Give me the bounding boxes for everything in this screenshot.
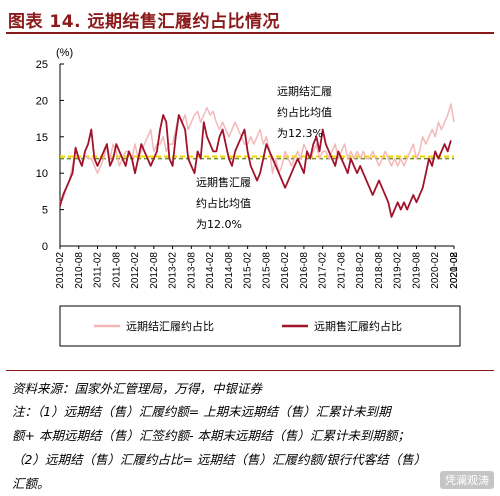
title-bar: 图表 14. 远期结售汇履约占比情况 (6, 6, 494, 34)
footnote-line: 额+ 本期远期结（售）汇签约额- 本期末远期结（售）汇累计未到期额； (12, 428, 410, 443)
annotation-line: 远期结汇履 (277, 85, 332, 98)
y-tick-label: 0 (42, 241, 48, 253)
x-tick-label: 2013-08 (186, 252, 197, 289)
legend-label: 远期结汇履约占比 (126, 319, 214, 333)
series-line-settlement (59, 103, 455, 203)
x-tick-label: 2015-08 (261, 252, 272, 289)
x-tick-label: 2018-02 (355, 252, 366, 289)
y-tick-label: 25 (36, 59, 48, 71)
footnote: 注：（1）远期结（售）汇履约额= 上期末远期结（售）汇累计未到期 额+ 本期远期… (12, 400, 492, 496)
legend: 远期结汇履约占比 远期售汇履约占比 (94, 319, 402, 333)
x-tick-label: 2019-08 (411, 252, 422, 289)
series-line-sales (59, 114, 452, 218)
series-lines (59, 103, 455, 218)
figure-title: 图表 14. 远期结售汇履约占比情况 (8, 12, 280, 32)
annotation-line: 远期售汇履 (196, 175, 251, 189)
x-tick-label: 2016-08 (299, 252, 310, 289)
x-tick-label: 2011-02 (93, 252, 104, 288)
average-lines (60, 155, 454, 160)
source-note: 资料来源：国家外汇管理局，万得，中银证券 (12, 381, 263, 396)
y-tick-label: 5 (42, 205, 48, 217)
y-unit-label: (%) (56, 47, 73, 59)
legend-box (59, 305, 461, 347)
x-tick-label: 2020-08 (449, 252, 460, 289)
axes: (%) 0 5 10 15 20 25 2010-02 2010-08 2011-02 2011-0… (36, 47, 460, 289)
y-tick-label: 15 (36, 132, 48, 144)
annotation-line: 为12.3% (277, 127, 323, 140)
y-tick-label: 10 (36, 168, 48, 180)
annotation-line: 约占比均值 (196, 196, 251, 210)
x-tick-label: 2021-02 (449, 252, 460, 289)
x-tick-label: 2010-02 (55, 252, 66, 289)
x-tick-label: 2013-02 (168, 252, 179, 289)
x-tick-label: 2016-02 (280, 252, 291, 289)
x-tick-label: 2014-08 (224, 252, 235, 289)
x-tick-label: 2017-02 (318, 252, 329, 289)
x-tick-label: 2017-08 (336, 252, 347, 289)
watermark: 凭澜观涛 (440, 471, 494, 489)
y-tick-label: 20 (36, 95, 48, 107)
x-tick-label: 2015-02 (243, 252, 254, 289)
x-tick-label: 2014-02 (205, 252, 216, 289)
footnote-line: 注：（1）远期结（售）汇履约额= 上期末远期结（售）汇累计未到期 (12, 404, 391, 419)
annotation-line: 约占比均值 (277, 105, 332, 119)
divider-top (6, 370, 494, 371)
footnote-line: 汇额。 (12, 476, 50, 491)
x-tick-label: 2012-02 (130, 252, 141, 289)
x-tick-label: 2019-02 (393, 252, 404, 289)
x-tick-label: 2011-08 (111, 252, 122, 288)
annotation-line: 为12.0% (196, 218, 242, 231)
line-chart: (%) 0 5 10 15 20 25 2010-02 2010-08 2011-02 2011-0… (36, 47, 461, 347)
legend-label: 远期售汇履约占比 (314, 319, 402, 333)
x-tick-label: 2012-08 (149, 252, 160, 289)
x-tick-label: 2018-08 (374, 252, 385, 289)
footnote-line: （2）远期结（售）汇履约占比= 远期结（售）汇履约额/银行代客结（售） (12, 452, 427, 467)
x-tick-label: 2020-02 (430, 252, 441, 289)
x-tick-label: 2010-08 (74, 252, 85, 289)
